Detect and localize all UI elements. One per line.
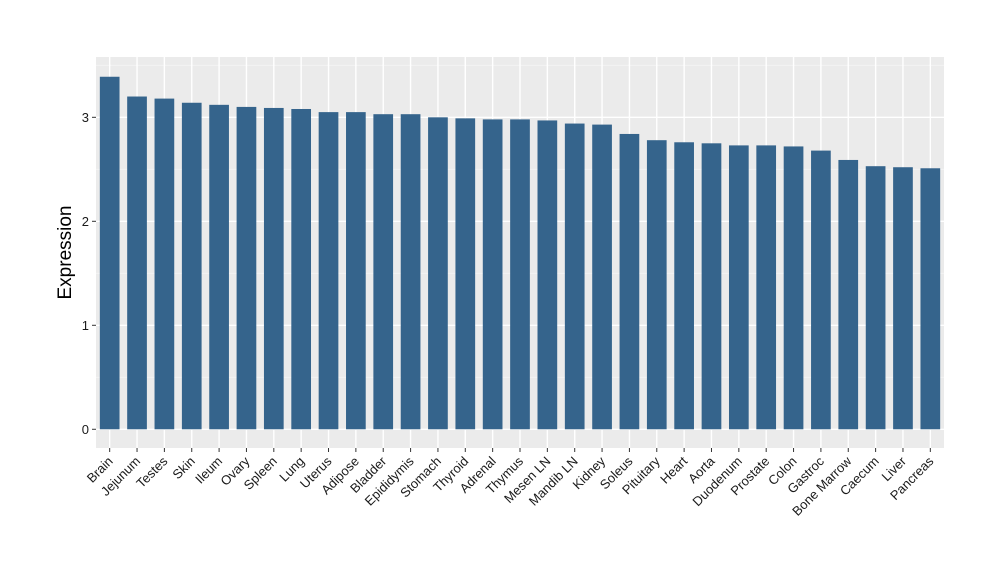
bar-stomach <box>428 117 448 430</box>
bar-ileum <box>209 104 229 430</box>
bar-mesen-ln <box>537 120 558 430</box>
bar-uterus <box>318 112 339 430</box>
bar-kidney <box>592 124 612 430</box>
bar-adipose <box>346 112 366 430</box>
bar-skin <box>181 102 202 430</box>
y-tick-label: 1 <box>82 318 89 333</box>
bar-jejunum <box>127 96 147 430</box>
bar-bladder <box>373 114 394 430</box>
y-axis-title: Expression <box>55 206 76 300</box>
bar-ovary <box>236 106 257 430</box>
y-tick-label: 2 <box>82 214 89 229</box>
bar-thyroid <box>455 118 476 430</box>
bar-adrenal <box>482 119 503 430</box>
y-tick-label: 3 <box>82 110 89 125</box>
bar-caecum <box>865 166 886 430</box>
y-tick-label: 0 <box>82 422 89 437</box>
x-tick-label: Heart <box>657 453 690 486</box>
bar-aorta <box>701 143 722 430</box>
bar-colon <box>783 146 804 430</box>
bar-testes <box>154 98 175 430</box>
bar-thymus <box>510 119 530 430</box>
x-axis: BrainJejunumTestesSkinIleumOvarySpleenLu… <box>84 448 937 519</box>
bar-soleus <box>619 133 640 430</box>
bar-brain <box>99 76 120 430</box>
bar-mandib-ln <box>564 123 585 430</box>
bars <box>99 76 941 430</box>
bar-bone-marrow <box>838 159 859 430</box>
bar-spleen <box>263 107 284 430</box>
bar-duodenum <box>728 145 749 430</box>
y-axis: 0 1 2 3 <box>82 110 96 437</box>
bar-pituitary <box>646 140 667 430</box>
bar-epididymis <box>400 114 421 430</box>
bar-prostate <box>756 145 777 430</box>
bar-gastroc <box>811 150 831 430</box>
bar-heart <box>674 142 694 430</box>
x-tick-label: Testes <box>133 453 171 491</box>
bar-pancreas <box>920 168 941 430</box>
bar-liver <box>893 167 913 430</box>
bar-lung <box>291 108 312 430</box>
